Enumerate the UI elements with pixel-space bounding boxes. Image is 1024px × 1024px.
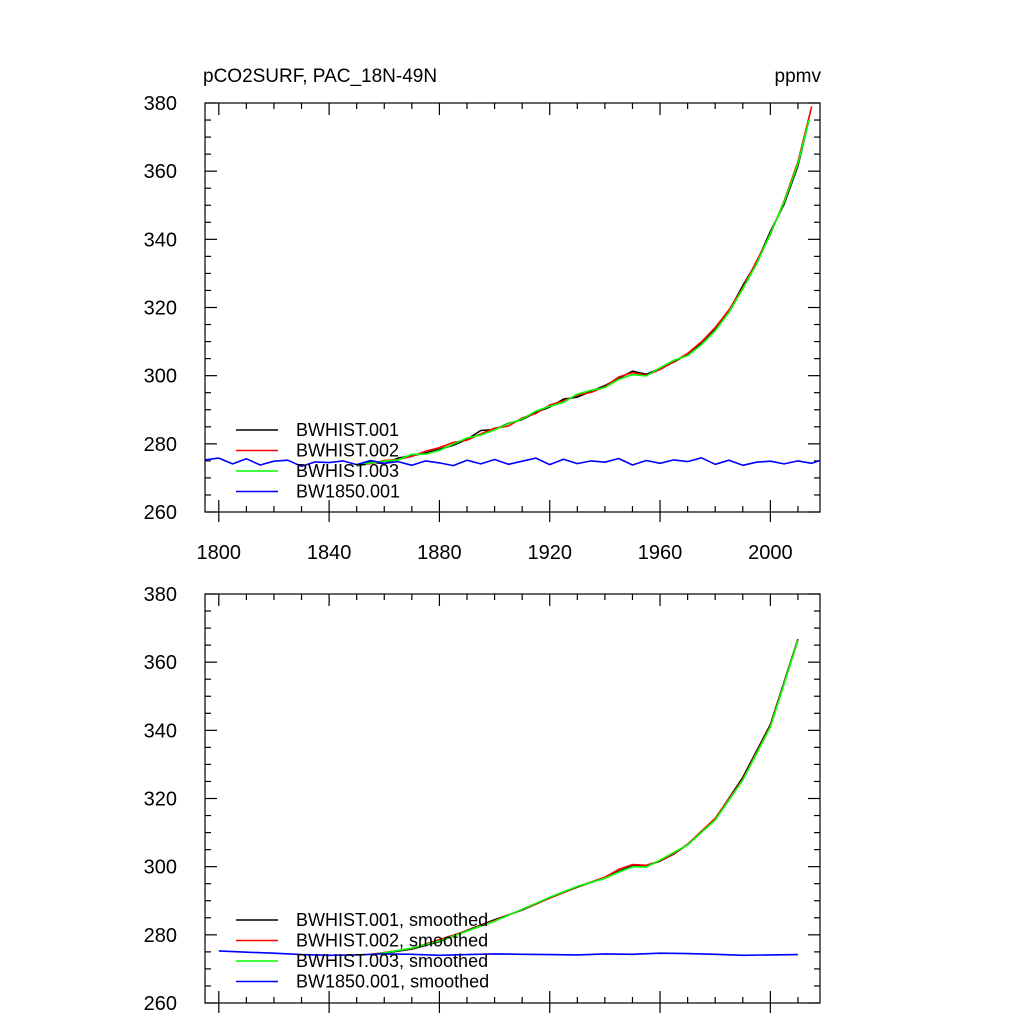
y-tick-label: 360 [144,652,177,674]
x-tick-label: 2000 [748,542,793,564]
legend-label: BWHIST.003, smoothed [296,951,488,971]
series-line [370,639,799,956]
x-tick-label: 1840 [307,542,352,564]
raw-series-panel: 260 280 300 320 340 360 380 1800 1840 1880 1920 196… [144,93,821,564]
plot-title: pCO2SURF, PAC_18N-49N [203,66,437,87]
legend-label: BW1850.001, smoothed [296,972,489,992]
y-tick-label: 320 [144,298,177,320]
series-line [218,950,798,957]
units-label: ppmv [775,66,822,87]
legend-label: BWHIST.002 [296,441,399,461]
y-tick-label: 280 [144,434,177,456]
x-tick-label: 1960 [638,542,683,564]
y-tick-label: 380 [144,93,177,115]
series-line [356,106,813,467]
y-tick-label: 340 [144,720,177,742]
y-tick-label: 320 [144,789,177,811]
y-tick-label: 360 [144,161,177,183]
x-tick-label: 1800 [197,542,242,564]
series-line [204,456,821,468]
series-line [370,639,799,956]
series-line [356,119,810,467]
y-tick-label: 300 [144,366,177,388]
y-tick-label: 380 [144,584,177,606]
x-tick-label: 1880 [417,542,462,564]
y-tick-label: 340 [144,229,177,251]
y-tick-label: 280 [144,925,177,947]
legend-label: BW1850.001 [296,482,400,502]
series-line [370,640,799,956]
legend-label: BWHIST.001 [296,420,399,440]
y-tick-label: 260 [144,502,177,524]
legend-label: BWHIST.002, smoothed [296,931,488,951]
y-tick-label: 260 [144,993,177,1015]
smoothed-series-panel: 260 280 300 320 340 360 380 BWHIST.001, smoothe… [144,584,821,1015]
legend-label: BWHIST.001, smoothed [296,910,488,930]
x-tick-label: 1920 [527,542,572,564]
legend-label: BWHIST.003 [296,461,399,481]
y-tick-label: 300 [144,857,177,879]
